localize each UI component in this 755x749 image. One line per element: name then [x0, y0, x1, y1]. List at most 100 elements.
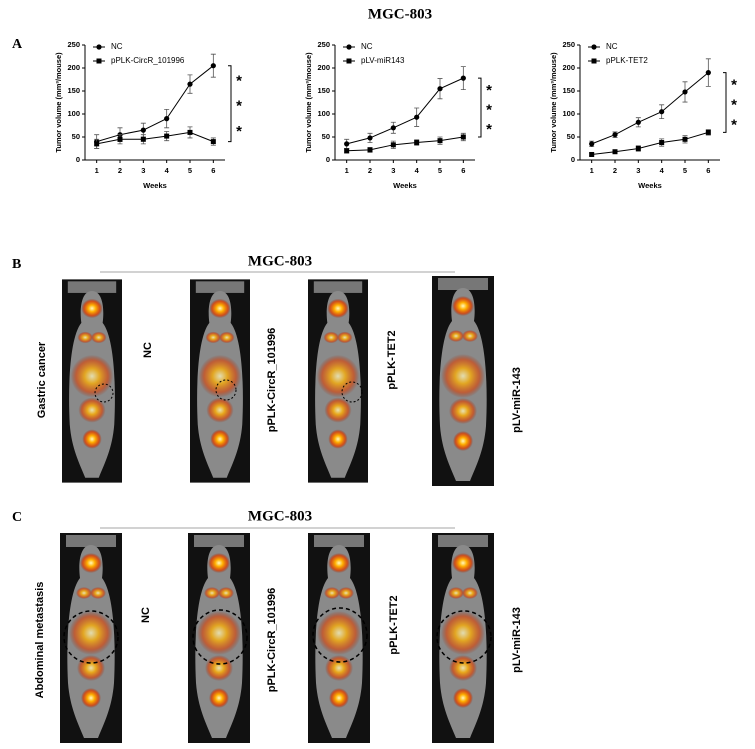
y-tick-label: 100: [67, 109, 80, 118]
panel-label: A: [12, 37, 23, 52]
pet-image: [190, 279, 250, 483]
y-tick-label: 250: [317, 40, 330, 49]
y-tick-label: 250: [67, 40, 80, 49]
figure-title: MGC-803: [368, 6, 432, 22]
marker: [414, 114, 420, 120]
series-line: [346, 136, 464, 152]
marker: [635, 119, 641, 125]
marker: [705, 70, 711, 76]
y-tick-label: 50: [567, 132, 575, 141]
marker: [591, 58, 597, 64]
y-tick-label: 50: [72, 132, 80, 141]
x-tick-label: 5: [683, 166, 687, 175]
x-axis-label: Weeks: [143, 181, 167, 190]
panel-label: B: [12, 257, 21, 272]
image-label: pPLK-TET2: [386, 330, 398, 389]
marker: [612, 132, 618, 138]
x-tick-label: 2: [613, 166, 617, 175]
marker: [210, 139, 216, 145]
roi: [341, 381, 363, 403]
image-label: pPLK-CircR_101996: [266, 328, 278, 433]
y-tick-label: 150: [67, 86, 80, 95]
y-tick-label: 100: [317, 109, 330, 118]
legend-label: pLV-miR143: [361, 56, 405, 65]
image-label: NC: [142, 342, 154, 358]
legend-label: pPLK-TET2: [606, 56, 648, 65]
image-label: pLV-miR-143: [511, 607, 523, 673]
marker: [164, 116, 170, 122]
annotation: *: [236, 72, 242, 89]
series-line: [96, 65, 214, 143]
marker: [659, 140, 665, 146]
y-tick-label: 50: [322, 132, 330, 141]
series-line: [96, 131, 214, 145]
legend-label: pPLK-CircR_101996: [111, 56, 185, 65]
roi: [312, 607, 368, 663]
image-label: pPLK-TET2: [388, 595, 400, 654]
bracket: [228, 65, 232, 143]
marker: [164, 133, 170, 139]
x-tick-label: 3: [636, 166, 640, 175]
marker: [140, 136, 146, 142]
marker: [589, 151, 595, 157]
marker: [635, 146, 641, 151]
y-axis-label: Tumor volume (mm³/mouse): [304, 52, 313, 153]
y-tick-label: 150: [317, 86, 330, 95]
x-tick-label: 2: [118, 166, 122, 175]
x-tick-label: 5: [188, 166, 192, 175]
y-axis-label: Tumor volume (mm³/mouse): [54, 52, 63, 153]
annotation: *: [486, 121, 492, 138]
x-tick-label: 2: [368, 166, 372, 175]
x-tick-label: 5: [438, 166, 442, 175]
x-tick-label: 4: [415, 166, 420, 175]
marker: [460, 134, 466, 140]
y-tick-label: 100: [562, 109, 575, 118]
x-tick-label: 6: [461, 166, 465, 175]
section-title: MGC-803: [248, 508, 312, 524]
annotation: *: [731, 96, 737, 113]
annotation: *: [486, 82, 492, 99]
roi: [215, 379, 237, 401]
pet-image: [188, 533, 250, 743]
marker: [96, 58, 102, 64]
image-label: NC: [140, 607, 152, 623]
marker: [414, 140, 420, 146]
legend-label: NC: [361, 42, 373, 51]
marker: [589, 141, 595, 147]
x-axis-label: Weeks: [638, 181, 662, 190]
y-tick-label: 200: [317, 63, 330, 72]
roi: [63, 610, 119, 664]
legend-label: NC: [111, 42, 123, 51]
roi: [436, 610, 492, 664]
y-tick-label: 150: [562, 86, 575, 95]
annotation: *: [486, 102, 492, 119]
roi: [94, 383, 114, 403]
row-label: Abdominal metastasis: [34, 582, 46, 699]
marker: [187, 81, 193, 87]
marker: [659, 109, 665, 115]
series-line: [591, 131, 709, 155]
x-tick-label: 1: [590, 166, 594, 175]
marker: [94, 141, 100, 147]
marker: [390, 142, 396, 148]
x-tick-label: 3: [141, 166, 145, 175]
annotation: *: [236, 123, 242, 140]
image-label: pLV-miR-143: [511, 367, 523, 433]
roi: [192, 609, 248, 665]
marker: [682, 89, 688, 95]
marker: [612, 149, 618, 155]
marker: [682, 136, 688, 142]
x-tick-label: 3: [391, 166, 395, 175]
section-title: MGC-803: [248, 253, 312, 269]
y-tick-label: 0: [76, 155, 80, 164]
x-tick-label: 6: [211, 166, 215, 175]
pet-image: [62, 279, 122, 483]
bracket: [478, 77, 482, 138]
marker: [344, 148, 350, 154]
pet-image: [308, 533, 370, 743]
panel-label: C: [12, 510, 22, 525]
y-tick-label: 0: [571, 155, 575, 164]
marker: [96, 44, 102, 50]
row-label: Gastric cancer: [36, 341, 48, 418]
